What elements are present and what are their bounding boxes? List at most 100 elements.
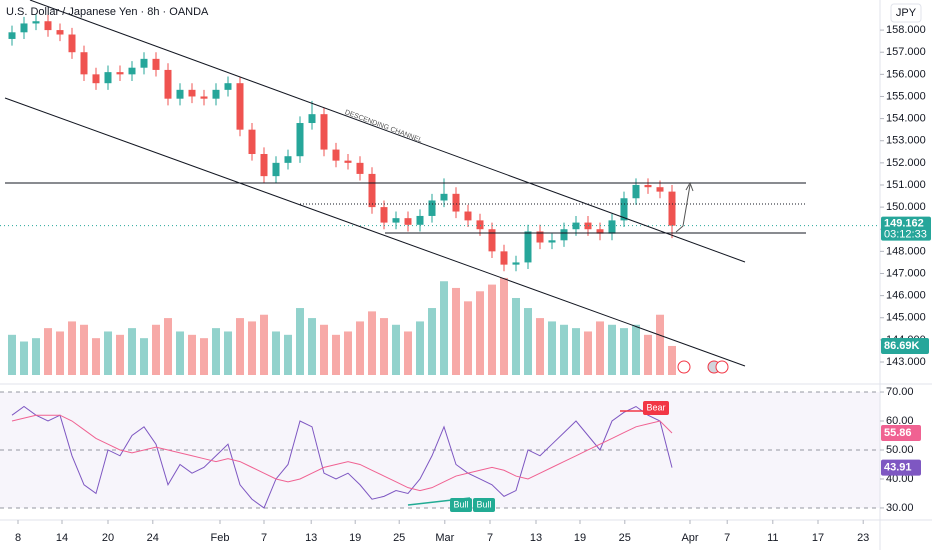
volume-bar (152, 324, 160, 375)
x-tick-label: 25 (619, 532, 631, 544)
arrow-head (685, 181, 694, 192)
volume-bar (284, 334, 292, 375)
candle-body (668, 191, 676, 226)
volume-bar (368, 311, 376, 375)
bear-label: Bear (646, 402, 665, 412)
candle-body (212, 89, 220, 99)
candle-body (344, 160, 352, 163)
volume-bar (596, 321, 604, 375)
y-tick-label: 145.000 (886, 312, 926, 324)
volume-bar (356, 321, 364, 375)
rsi-value-bg (881, 459, 921, 476)
volume-bar (332, 334, 340, 375)
chart-title: U.S. Dollar / Japanese Yen · 8h · OANDA (6, 6, 209, 18)
candle-body (92, 74, 100, 84)
last-price-bg (881, 216, 931, 241)
candle-body (56, 30, 64, 35)
candle-body (380, 207, 388, 223)
volume-bar (476, 291, 484, 375)
volume-bar (644, 334, 652, 375)
bull-badge (450, 498, 472, 512)
y-tick-label: 143.000 (886, 356, 926, 368)
candle-body (536, 231, 544, 243)
currency-label[interactable]: JPY (896, 7, 917, 19)
bull-badge (473, 498, 495, 512)
projection-arrow (675, 184, 691, 233)
volume-bar (176, 331, 184, 375)
volume-bar (92, 338, 100, 375)
candle-body (164, 69, 172, 99)
candle-body (308, 114, 316, 124)
volume-bar (392, 324, 400, 375)
x-tick-label: 7 (261, 532, 267, 544)
volume-bar (248, 321, 256, 375)
volume-bar (8, 334, 16, 375)
y-tick-label: 147.000 (886, 267, 926, 279)
volume-bar (308, 318, 316, 375)
rsi-line (11, 405, 673, 509)
candle-body (200, 96, 208, 99)
x-tick-label: 23 (857, 532, 869, 544)
candle-body (440, 193, 448, 201)
bull-label: Bull (476, 499, 491, 509)
volume-bar (272, 331, 280, 375)
candle-body (320, 114, 328, 150)
candle-body (8, 32, 16, 39)
volume-bar (320, 324, 328, 375)
candle-body (296, 123, 304, 157)
volume-bar (80, 324, 88, 375)
volume-bar (512, 297, 520, 375)
volume-bar (296, 308, 304, 375)
volume-bar (548, 321, 556, 375)
channel-lower (4, 97, 746, 367)
y-tick-label: 148.000 (886, 245, 926, 257)
volume-bar (560, 324, 568, 375)
x-tick-label: 14 (56, 532, 68, 544)
volume-bar (56, 331, 64, 375)
candle-body (176, 89, 184, 99)
candle-body (272, 162, 280, 177)
candle-body (140, 58, 148, 68)
volume-bar (668, 345, 676, 375)
event-icon[interactable] (677, 360, 691, 374)
currency-button[interactable] (890, 3, 922, 23)
channel-upper (29, 0, 746, 263)
volume-bar (32, 338, 40, 375)
volume-bar (488, 284, 496, 375)
y-tick-label: 30.00 (886, 502, 914, 514)
y-tick-label: 50.00 (886, 444, 914, 456)
volume-bar (416, 321, 424, 375)
volume-bar (188, 334, 196, 375)
y-tick-label: 146.000 (886, 290, 926, 302)
y-tick-label: 151.000 (886, 179, 926, 191)
volume-bar (464, 301, 472, 375)
candle-body (428, 200, 436, 216)
candle-body (224, 83, 232, 90)
candle-body (464, 211, 472, 221)
y-tick-label: 157.000 (886, 46, 926, 58)
candle-body (356, 162, 364, 174)
rsi-value-bg (881, 425, 921, 442)
volume-bar (572, 328, 580, 375)
volume-bar (164, 318, 172, 375)
rsi-value: 43.91 (884, 462, 912, 474)
volume-bar (212, 328, 220, 375)
volume-bar (236, 318, 244, 375)
event-icon[interactable] (715, 360, 729, 374)
candle-body (188, 89, 196, 97)
y-tick-label: 158.000 (886, 24, 926, 36)
candle-body (368, 173, 376, 208)
candle-body (128, 67, 136, 75)
volume-bar (428, 308, 436, 375)
candle-body (236, 83, 244, 130)
y-tick-label: 155.000 (886, 90, 926, 102)
x-tick-label: 7 (487, 532, 493, 544)
candle-body (644, 184, 652, 188)
y-tick-label: 150.000 (886, 201, 926, 213)
x-tick-label: Mar (435, 532, 454, 544)
candle-body (404, 218, 412, 225)
candle-body (284, 156, 292, 163)
x-tick-label: 7 (724, 532, 730, 544)
last-volume-bg (881, 337, 929, 354)
